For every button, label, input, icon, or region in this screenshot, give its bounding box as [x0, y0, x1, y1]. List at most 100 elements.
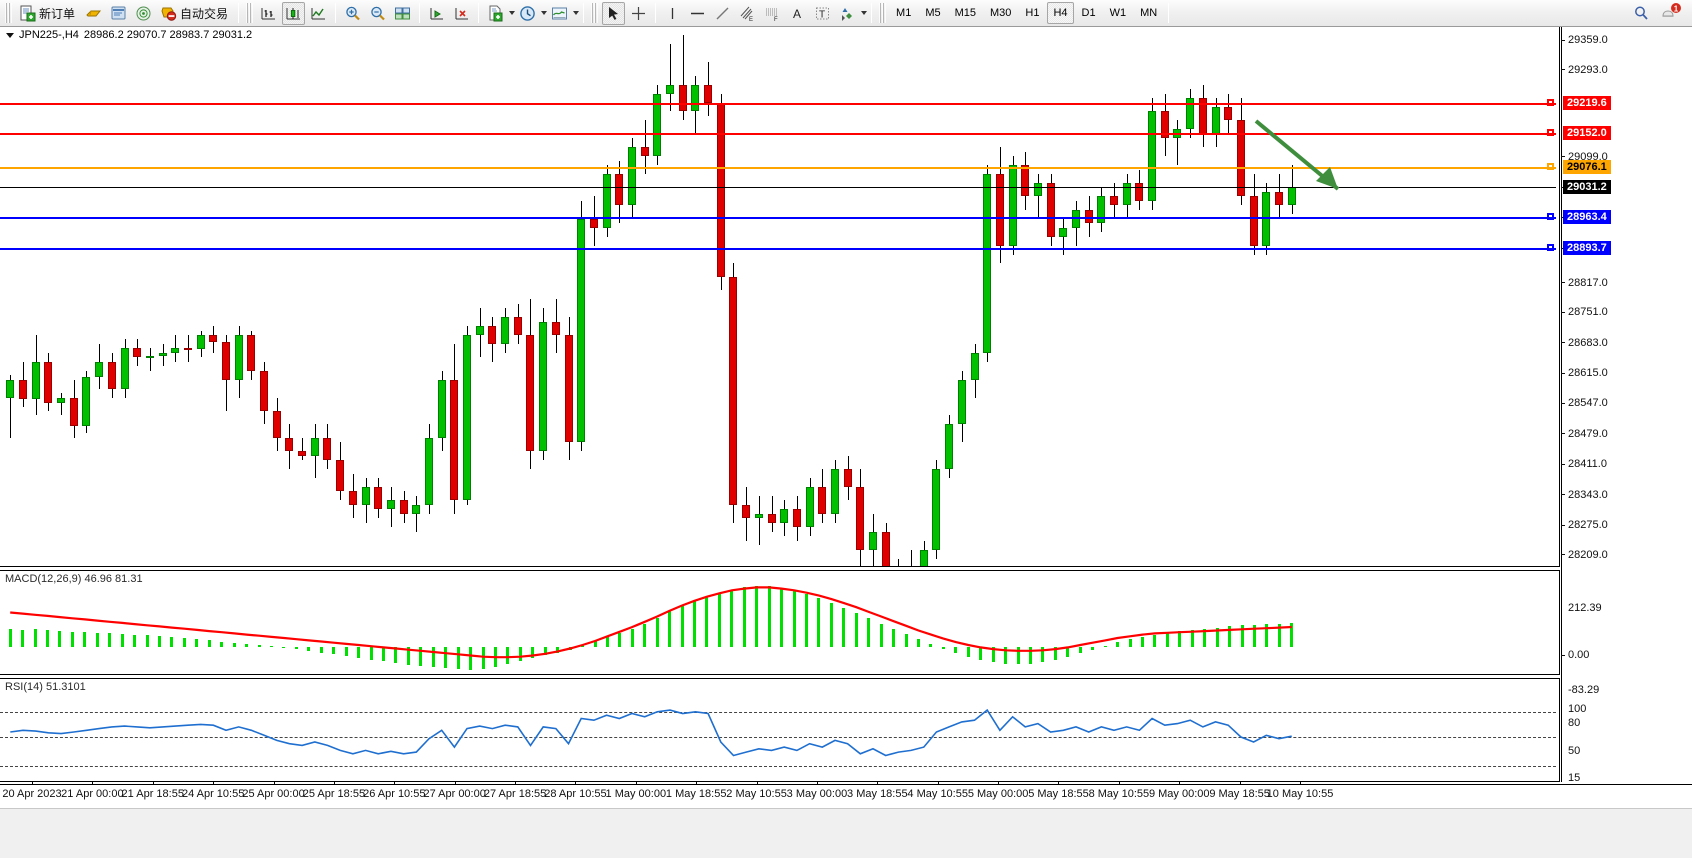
crosshair-button[interactable]	[627, 2, 650, 25]
price-label-current-price[interactable]: 29031.2	[1563, 179, 1611, 194]
time-tick: 28 Apr 10:55	[544, 788, 607, 800]
tile-windows-button[interactable]	[391, 2, 414, 25]
price-label-resistance[interactable]: 29219.6	[1563, 95, 1611, 110]
price-level-line[interactable]	[0, 102, 1556, 105]
time-tick: 25 Apr 00:00	[242, 788, 305, 800]
rsi-pane[interactable]: RSI(14) 51.3101	[0, 678, 1560, 782]
timeframe-h4[interactable]: H4	[1047, 2, 1074, 24]
autotrading-button[interactable]: 自动交易	[157, 2, 233, 25]
candle-body	[400, 500, 408, 514]
candle-body	[1148, 111, 1156, 201]
expert-advisor-button[interactable]	[82, 2, 105, 25]
price-level-line[interactable]	[0, 186, 1556, 188]
line-chart-button[interactable]	[307, 2, 330, 25]
candle-wick	[645, 120, 646, 175]
timeframe-m15[interactable]: M15	[954, 7, 976, 19]
navigator-button[interactable]	[132, 2, 155, 25]
data-window-button[interactable]	[107, 2, 130, 25]
down-arrow-annotation[interactable]	[1252, 117, 1372, 207]
price-level-line[interactable]	[0, 166, 1556, 169]
price-axis[interactable]: 29359.029293.029099.029031.028963.028893…	[1561, 27, 1692, 784]
text-button[interactable]: A	[786, 2, 809, 25]
notification-badge: 1	[1674, 5, 1679, 14]
candle-body	[1034, 183, 1042, 197]
vertical-line-icon	[664, 5, 681, 22]
macd-histogram-bar	[768, 586, 771, 647]
fibonacci-retracement-button[interactable]: F	[761, 2, 784, 25]
search-icon[interactable]	[1633, 5, 1650, 22]
price-label-resistance[interactable]: 29152.0	[1563, 125, 1611, 140]
macd-histogram-bar	[942, 646, 945, 649]
price-level-line[interactable]	[0, 248, 1556, 251]
indicators-button[interactable]	[484, 2, 507, 25]
candlestick-chart-button[interactable]	[282, 1, 306, 25]
time-tick: 24 Apr 10:55	[181, 788, 245, 800]
price-level-line[interactable]	[0, 132, 1556, 135]
macd-histogram-bar	[531, 646, 534, 659]
toolbar-grip-4[interactable]	[879, 3, 887, 23]
equidistant-channel-button[interactable]: E	[736, 2, 759, 25]
autotrading-label: 自动交易	[180, 6, 229, 21]
chart-menu-caret-icon[interactable]	[6, 32, 14, 38]
price-tick: 28209.0	[1561, 549, 1608, 561]
price-level-handle[interactable]	[1547, 244, 1554, 252]
text-label-button[interactable]: T	[811, 2, 834, 25]
page-plus-icon	[487, 5, 504, 22]
price-level-handle[interactable]	[1547, 213, 1554, 221]
time-tick-mark	[213, 781, 215, 785]
timeframe-m30[interactable]: M30	[990, 7, 1012, 19]
trendline-button[interactable]	[711, 2, 734, 25]
cursor-button[interactable]	[602, 1, 626, 25]
timeframe-w1[interactable]: W1	[1109, 7, 1127, 19]
timeframe-h1[interactable]: H1	[1025, 7, 1040, 19]
price-label-support[interactable]: 28963.4	[1563, 210, 1611, 225]
zoom-out-button[interactable]	[366, 2, 389, 25]
timeframe-m1[interactable]: M1	[896, 7, 912, 19]
candle-body	[971, 352, 979, 380]
shapes-dropdown-caret[interactable]	[861, 11, 868, 15]
timeframe-mn[interactable]: MN	[1140, 7, 1158, 19]
candle-body	[704, 84, 712, 103]
timeframe-d1[interactable]: D1	[1081, 7, 1096, 19]
price-pane[interactable]: JPN225-,H4 28986.2 29070.7 28983.7 29031…	[0, 27, 1560, 567]
auto-scroll-button[interactable]	[450, 2, 473, 25]
price-level-handle[interactable]	[1547, 162, 1554, 170]
notifications-icon[interactable]: 1	[1660, 3, 1682, 23]
macd-histogram-bar	[842, 607, 845, 647]
macd-histogram-bar	[917, 639, 920, 647]
price-level-handle[interactable]	[1547, 128, 1554, 136]
chart-shift-button[interactable]	[425, 2, 448, 25]
price-label-pivot[interactable]: 29076.1	[1563, 159, 1611, 174]
candle-body	[1047, 183, 1055, 237]
price-level-handle[interactable]	[1547, 98, 1554, 106]
zoom-in-button[interactable]	[341, 2, 364, 25]
svg-text:T: T	[819, 9, 825, 20]
templates-button[interactable]	[548, 2, 571, 25]
candle-wick	[898, 558, 899, 566]
timeframe-m5[interactable]: M5	[925, 7, 941, 19]
macd-histogram-bar	[594, 640, 597, 647]
new-order-button[interactable]: 新订单	[16, 2, 80, 25]
macd-histogram-bar	[730, 589, 733, 647]
toolbar-grip-2[interactable]	[246, 3, 254, 23]
price-level-line[interactable]	[0, 217, 1556, 220]
time-axis[interactable]: 20 Apr 2023 21 Apr 00:00 21 Apr 18:55 24 Ap…	[0, 781, 1692, 808]
period-dropdown-caret[interactable]	[541, 11, 548, 15]
templates-dropdown-caret[interactable]	[573, 11, 580, 15]
vertical-line-button[interactable]	[661, 2, 684, 25]
indicators-dropdown-caret[interactable]	[509, 11, 516, 15]
period-button[interactable]	[516, 2, 539, 25]
candle-body	[729, 276, 737, 505]
candle-body	[552, 321, 560, 335]
bar-chart-button[interactable]	[257, 2, 280, 25]
chart-area[interactable]: JPN225-,H4 28986.2 29070.7 28983.7 29031…	[0, 27, 1692, 858]
candle-body	[1224, 107, 1232, 121]
toolbar-grip[interactable]	[5, 3, 12, 23]
horizontal-line-button[interactable]	[686, 2, 709, 25]
toolbar-grip-3[interactable]	[591, 3, 599, 23]
macd-histogram-bar	[681, 606, 684, 647]
macd-pane[interactable]: MACD(12,26,9) 46.96 81.31	[0, 570, 1560, 675]
price-label-support[interactable]: 28893.7	[1563, 241, 1611, 256]
shapes-button[interactable]	[836, 2, 859, 25]
time-tick: 1 May 00:00	[605, 788, 667, 800]
